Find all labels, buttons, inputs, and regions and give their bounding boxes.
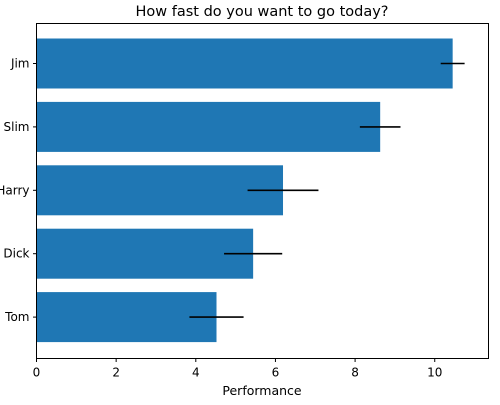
- chart-title: How fast do you want to go today?: [135, 4, 388, 20]
- y-tick-label-harry: Harry: [0, 183, 30, 197]
- bar-jim: [36, 38, 453, 89]
- error-bars-layer: [189, 62, 465, 318]
- y-tick-label-tom: Tom: [4, 310, 29, 324]
- x-tick-label: 10: [427, 366, 442, 380]
- x-axis-label: Performance: [222, 383, 302, 398]
- x-tick-label: 6: [272, 366, 280, 380]
- bar-dick: [36, 228, 254, 279]
- y-tick-label-dick: Dick: [3, 247, 29, 261]
- bar-slim: [36, 101, 381, 152]
- y-tick-label-jim: Jim: [10, 57, 30, 71]
- y-axis: Jim Slim Harry Dick Tom: [0, 57, 37, 324]
- x-axis: 0 2 4 6 8 10: [33, 358, 442, 380]
- bars-layer: [36, 38, 453, 343]
- x-tick-label: 2: [112, 366, 120, 380]
- bar-tom: [36, 292, 217, 343]
- x-tick-label: 4: [192, 366, 200, 380]
- plot-frame: [36, 23, 489, 359]
- y-tick-label-slim: Slim: [4, 120, 30, 134]
- bar-harry: [36, 165, 284, 216]
- x-tick-label: 0: [33, 366, 41, 380]
- x-tick-label: 8: [351, 366, 359, 380]
